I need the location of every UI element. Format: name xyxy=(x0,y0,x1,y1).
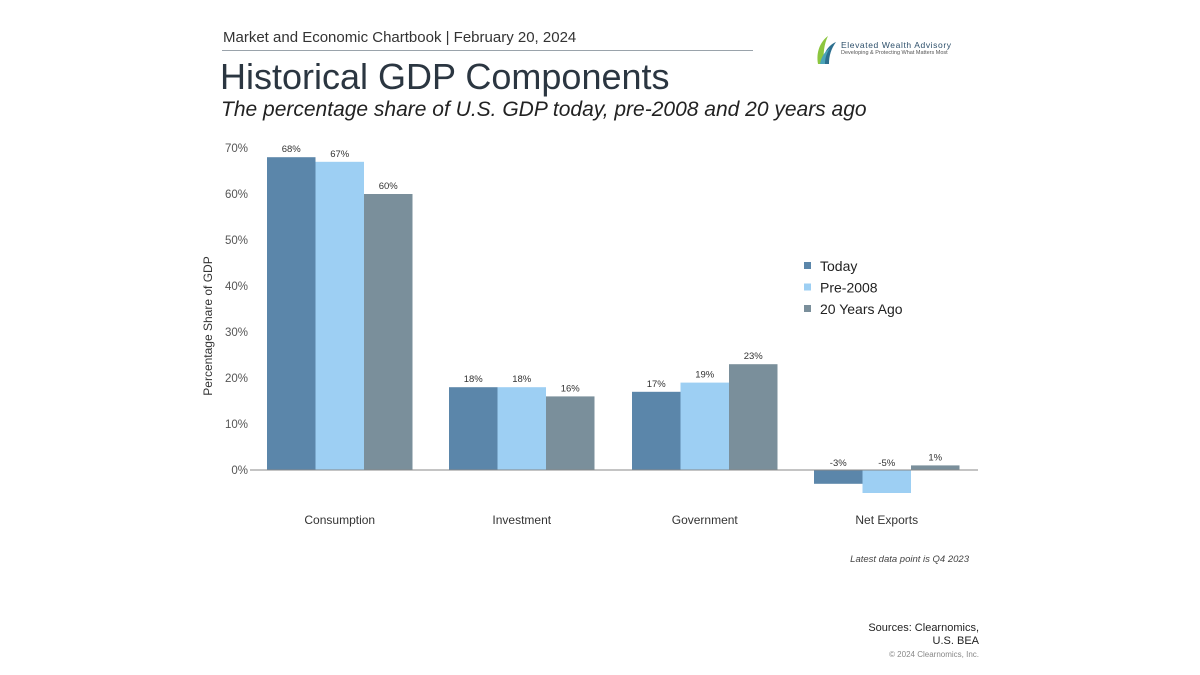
page-subtitle: The percentage share of U.S. GDP today, … xyxy=(221,98,867,121)
y-tick-label: 60% xyxy=(225,189,248,201)
chartbook-header: Market and Economic Chartbook | February… xyxy=(223,29,577,46)
y-tick-label: 50% xyxy=(225,235,248,247)
data-label: 19% xyxy=(695,370,715,381)
data-label: 68% xyxy=(282,144,302,155)
company-logo: Elevated Wealth Advisory Developing & Pr… xyxy=(814,34,964,66)
y-tick-label: 40% xyxy=(225,281,248,293)
bar-20-years-ago xyxy=(911,465,960,470)
data-note: Latest data point is Q4 2023 xyxy=(850,554,969,565)
category-label: Investment xyxy=(492,513,551,527)
sources-line-1: Sources: Clearnomics, xyxy=(868,622,979,634)
bar-pre-2008 xyxy=(862,470,911,493)
bar-pre-2008 xyxy=(680,382,729,470)
bar-today xyxy=(449,387,498,470)
bar-today xyxy=(632,391,681,470)
copyright: © 2024 Clearnomics, Inc. xyxy=(889,650,979,659)
sources-line-2: U.S. BEA xyxy=(932,635,979,647)
y-tick-label: 30% xyxy=(225,327,248,339)
logo-leaf-icon xyxy=(817,36,836,64)
data-label: 17% xyxy=(647,379,667,390)
legend-label: 20 Years Ago xyxy=(820,301,903,317)
data-label: -3% xyxy=(830,458,847,469)
data-label: 18% xyxy=(464,374,484,385)
logo-tagline: Developing & Protecting What Matters Mos… xyxy=(841,50,948,56)
category-label: Consumption xyxy=(304,513,375,527)
legend-label: Pre-2008 xyxy=(820,280,878,296)
header-divider xyxy=(222,50,753,51)
data-label: 67% xyxy=(330,149,350,160)
data-label: 23% xyxy=(744,351,764,362)
legend-label: Today xyxy=(820,258,857,274)
data-label: 16% xyxy=(561,383,581,394)
y-tick-label: 0% xyxy=(231,465,248,477)
category-label: Government xyxy=(672,513,739,527)
legend-swatch xyxy=(804,283,811,291)
y-tick-label: 10% xyxy=(225,419,248,431)
bar-today xyxy=(267,157,316,470)
data-label: 18% xyxy=(512,374,532,385)
y-tick-label: 20% xyxy=(225,373,248,385)
bar-today xyxy=(814,470,863,484)
legend-swatch xyxy=(804,262,811,269)
bar-20-years-ago xyxy=(729,364,778,470)
data-label: 60% xyxy=(379,181,399,192)
logo-name: Elevated Wealth Advisory xyxy=(841,40,952,50)
category-label: Net Exports xyxy=(855,513,918,527)
bar-pre-2008 xyxy=(315,161,364,471)
bar-20-years-ago xyxy=(364,194,413,470)
bar-pre-2008 xyxy=(497,387,546,470)
legend-swatch xyxy=(804,305,811,312)
sources: Sources: Clearnomics, U.S. BEA xyxy=(779,622,979,648)
bar-20-years-ago xyxy=(546,396,595,470)
page-title: Historical GDP Components xyxy=(220,56,670,97)
data-label: 1% xyxy=(928,452,942,463)
y-tick-label: 70% xyxy=(225,143,248,155)
y-axis-title: Percentage Share of GDP xyxy=(201,256,215,395)
data-label: -5% xyxy=(878,458,895,469)
